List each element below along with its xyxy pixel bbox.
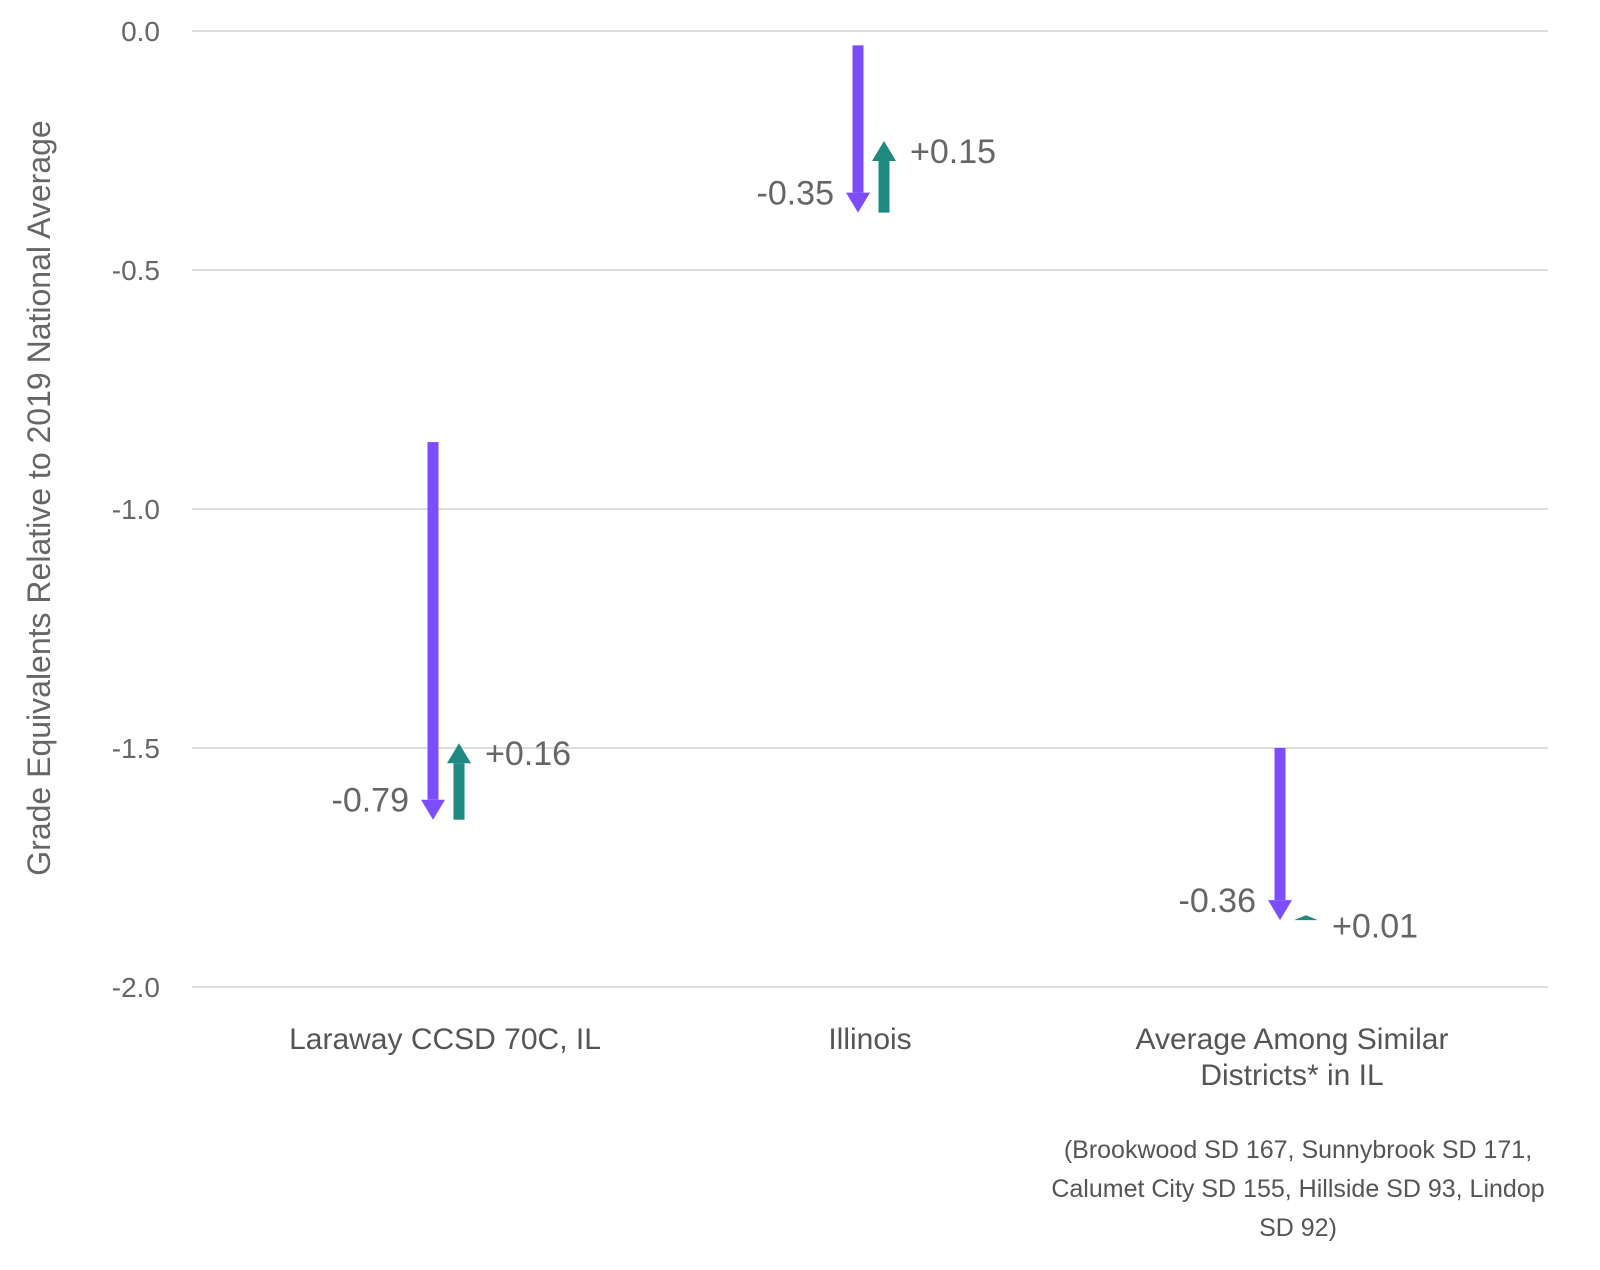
y-tick-label: -1.0 (112, 494, 160, 525)
decline-label: -0.35 (757, 175, 835, 213)
footnote-line: (Brookwood SD 167, Sunnybrook SD 171, (1064, 1136, 1532, 1164)
gridlines (192, 30, 1548, 988)
recovery-arrow-shaft (878, 160, 890, 213)
recovery-arrow-head (872, 140, 896, 161)
category-labels: Laraway CCSD 70C, IL Illinois Average Amon… (289, 1023, 1448, 1092)
decline-arrow-head (421, 799, 445, 820)
y-axis-title: Grade Equivalents Relative to 2019 Natio… (21, 120, 57, 875)
data-labels: -0.79 +0.16 -0.35 +0.15 -0.36 +0.01 (332, 133, 1419, 945)
footnote-line: SD 92) (1259, 1214, 1337, 1242)
decline-arrow-head (846, 192, 870, 213)
y-tick-labels: 0.0 -0.5 -1.0 -1.5 -2.0 (112, 16, 160, 1003)
arrows (421, 45, 1318, 921)
category-label: Average Among Similar (1136, 1023, 1449, 1056)
y-tick-label: -1.5 (112, 733, 160, 764)
decline-arrow-shaft (427, 442, 439, 800)
footnote-line: Calumet City SD 155, Hillside SD 93, Lin… (1051, 1175, 1544, 1203)
recovery-label: +0.01 (1332, 907, 1418, 945)
recovery-arrow-head (447, 743, 471, 764)
recovery-arrow (872, 140, 896, 213)
recovery-label: +0.15 (910, 133, 996, 171)
y-tick-label: -2.0 (112, 972, 160, 1003)
decline-arrow-shaft (852, 45, 864, 193)
decline-arrow-shaft (1274, 748, 1286, 901)
category-label: Districts* in IL (1200, 1059, 1383, 1092)
y-tick-label: -0.5 (112, 255, 160, 286)
category-label: Illinois (828, 1023, 911, 1056)
recovery-arrow (1294, 915, 1318, 921)
recovery-arrow-head (1294, 915, 1318, 921)
decline-arrow (846, 45, 870, 213)
recovery-label: +0.16 (485, 735, 571, 773)
decline-arrow-head (1268, 900, 1292, 921)
recovery-arrow (447, 743, 471, 820)
recovery-arrow-shaft (453, 763, 465, 820)
decline-label: -0.79 (332, 782, 410, 820)
decline-arrow (421, 442, 445, 820)
category-label: Laraway CCSD 70C, IL (289, 1023, 601, 1056)
decline-arrow (1268, 748, 1292, 921)
footnote: (Brookwood SD 167, Sunnybrook SD 171, Cal… (1051, 1136, 1544, 1242)
y-tick-label: 0.0 (121, 16, 160, 47)
decline-label: -0.36 (1179, 882, 1257, 920)
